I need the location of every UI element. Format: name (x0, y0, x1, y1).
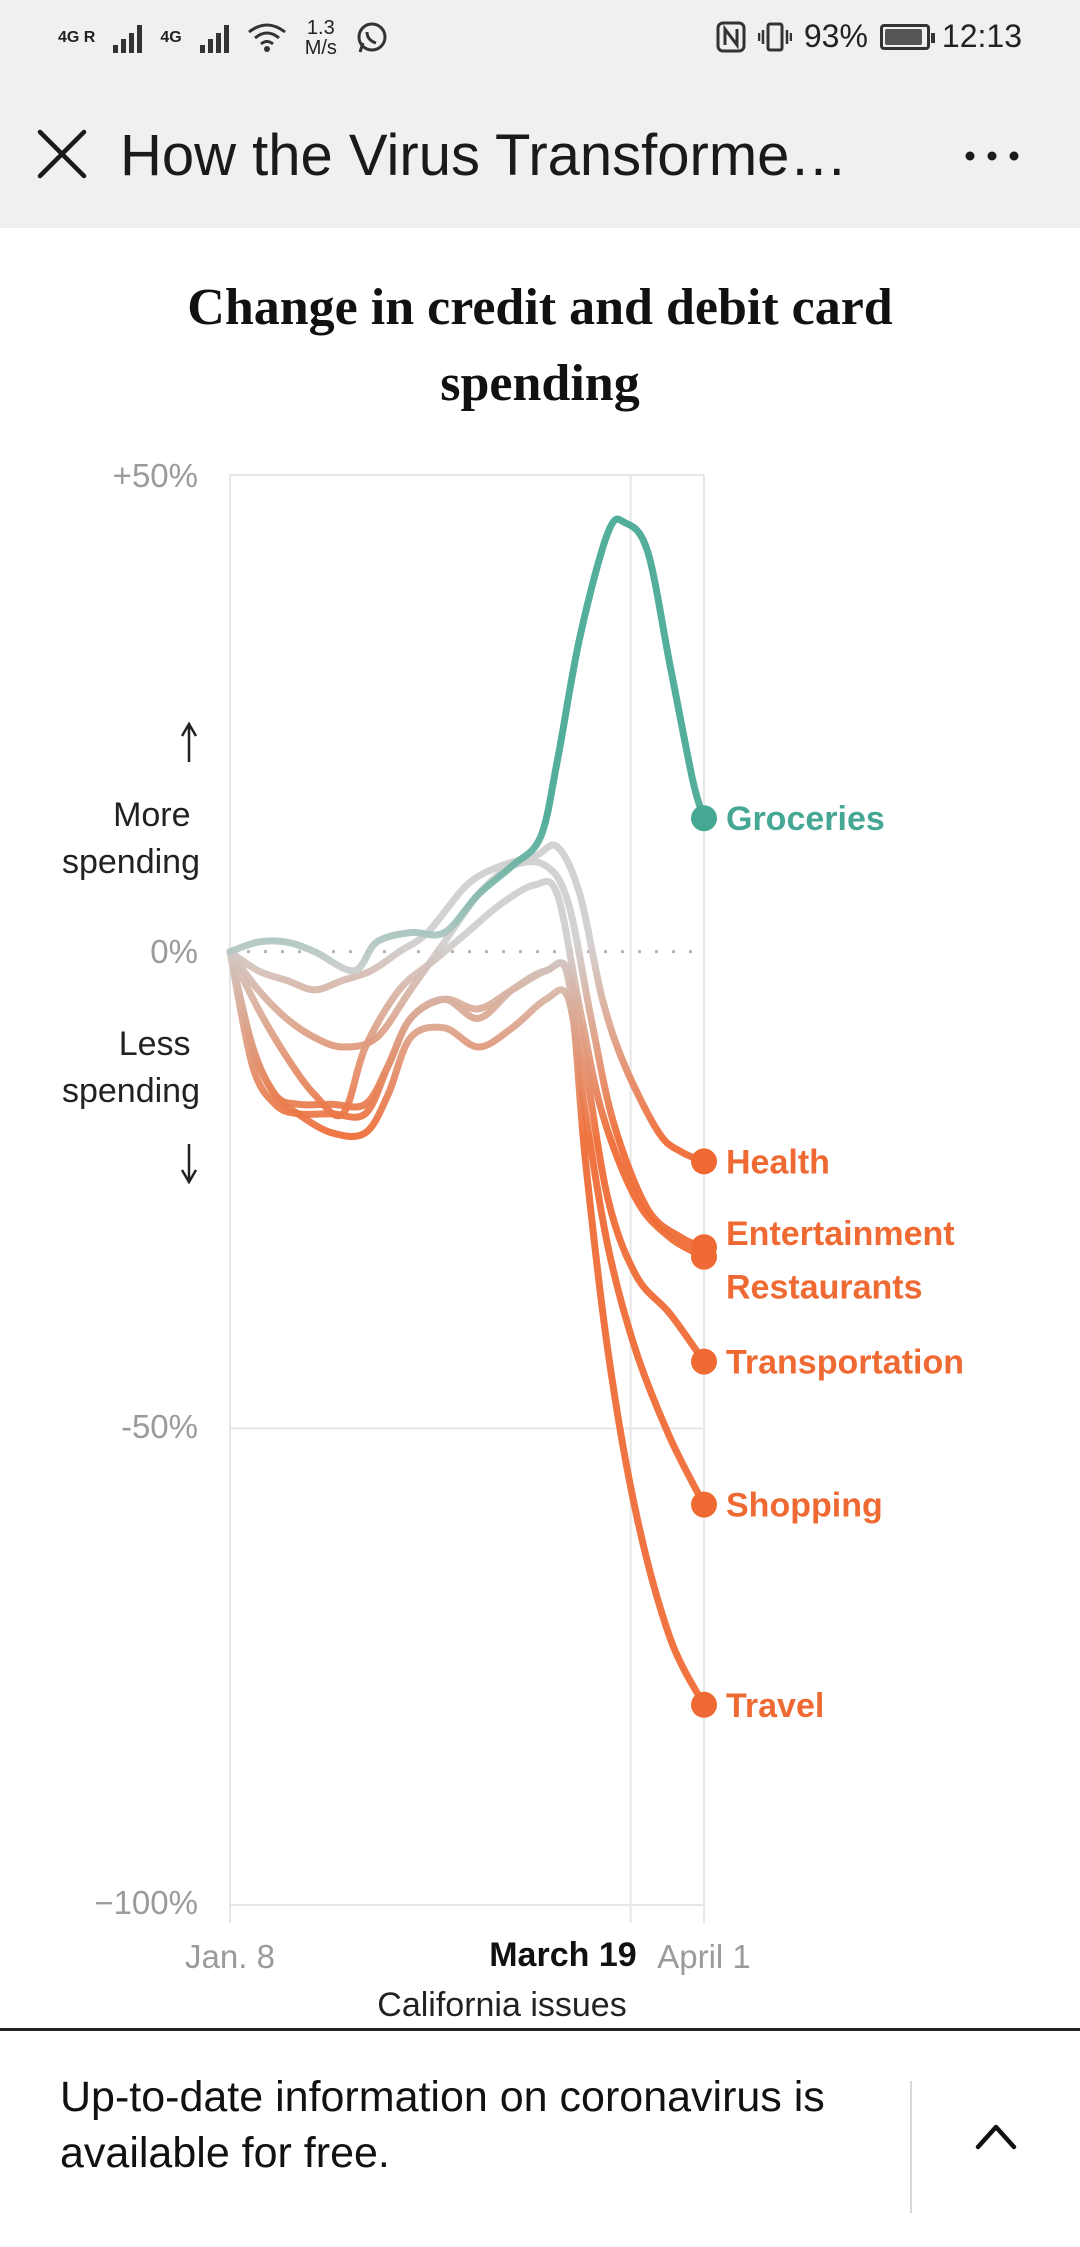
battery-fill (884, 28, 923, 45)
y-tick-plus50: +50% (113, 457, 198, 494)
series-label-entertainment: Entertainment (726, 1215, 955, 1253)
battery-percent: 93% (803, 18, 868, 54)
signal-2-icon: 4G (160, 30, 181, 46)
signal-label: 4G R (58, 29, 96, 46)
series-line-groceries (226, 515, 708, 975)
less-spending-line-2: spending (62, 1072, 200, 1110)
battery-icon (879, 23, 935, 50)
end-dot-transportation (691, 1348, 717, 1375)
clock: 12:13 (941, 18, 1022, 54)
spending-chart: +50% 0% -50% −100% More spending Less sp… (62, 457, 964, 2020)
series-line-transportation (226, 948, 708, 1366)
whatsapp-icon (357, 22, 387, 53)
y-tick-minus100: −100% (94, 1884, 198, 1921)
subscribe-banner[interactable]: Up-to-date information on coronavirus is… (0, 2028, 1080, 2247)
end-dot-shopping (691, 1491, 717, 1518)
y-tick-zero: 0% (150, 933, 198, 970)
banner-text: Up-to-date information on coronavirus is… (60, 2073, 825, 2177)
wifi-icon (247, 23, 286, 52)
signal-bars-icon (113, 23, 143, 53)
signal-2-bars-icon (199, 23, 229, 53)
more-options-icon[interactable] (962, 144, 1022, 168)
app-bar: How the Virus Transforme… (0, 82, 1080, 228)
signal-icon: 4G R (58, 30, 95, 46)
series-label-shopping: Shopping (726, 1487, 883, 1525)
y-tick-minus50: -50% (121, 1408, 198, 1445)
end-dot-travel (691, 1691, 717, 1718)
status-bar: 4G R 4G 1.3 M/s 93% (0, 0, 1080, 82)
chart-title: Change in credit and debit card spending (187, 279, 893, 412)
nfc-icon (716, 21, 746, 52)
end-dot-health (691, 1148, 717, 1175)
x-tick-march19: March 19 (489, 1936, 636, 1974)
series-line-health (226, 841, 708, 1165)
series-label-restaurants: Restaurants (726, 1269, 923, 1307)
less-spending-line-1: Less (119, 1025, 191, 1063)
series-label-travel: Travel (726, 1687, 824, 1725)
series-line-shopping (226, 948, 708, 1509)
series-layer (226, 515, 708, 1709)
signal-2-label: 4G (160, 29, 182, 46)
series-label-health: Health (726, 1143, 830, 1181)
label-layer: Groceries Health Entertainment Restaurants T… (691, 800, 964, 1725)
x-tick-jan8: Jan. 8 (185, 1938, 275, 1975)
vibrate-icon (757, 22, 792, 51)
series-line-restaurants (226, 877, 708, 1261)
chevron-up-icon[interactable] (972, 2119, 1020, 2153)
more-spending-note: More spending (62, 796, 200, 881)
series-label-groceries: Groceries (726, 800, 885, 838)
more-spending-line-1: More (113, 796, 190, 834)
close-icon[interactable] (34, 126, 90, 182)
less-spending-note: Less spending (62, 1025, 200, 1110)
x-annotation: California issues (377, 1986, 626, 2020)
banner-divider (910, 2081, 912, 2213)
series-line-travel (226, 948, 708, 1709)
chart-grid (229, 474, 705, 1923)
end-dot-groceries (691, 805, 717, 832)
series-label-transportation: Transportation (726, 1344, 964, 1382)
arrow-up-icon (180, 721, 198, 762)
more-spending-line-2: spending (62, 843, 200, 881)
arrow-down-icon (180, 1144, 198, 1185)
x-tick-april1: April 1 (657, 1938, 751, 1975)
network-speed: 1.3 M/s (304, 17, 337, 59)
end-dot-restaurants (691, 1243, 717, 1270)
page-title: How the Virus Transforme… (120, 123, 848, 188)
